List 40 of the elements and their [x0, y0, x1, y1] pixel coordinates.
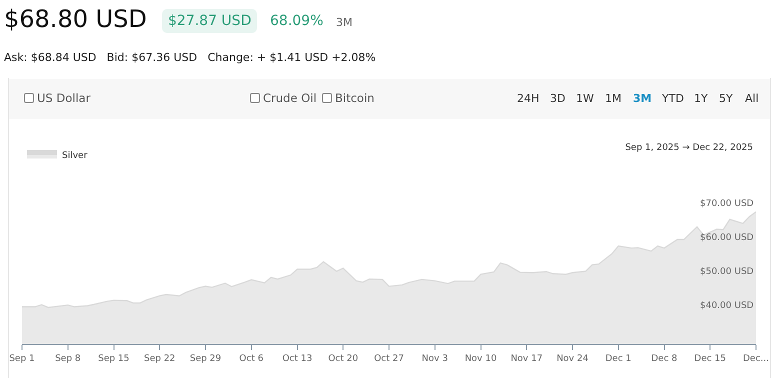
y-tick-label: $60.00 USD — [700, 233, 754, 243]
x-tick-label: Nov 3 — [422, 354, 448, 364]
text: 1W — [576, 92, 594, 105]
x-tick-label: Nov 24 — [556, 354, 589, 364]
text: 24H — [517, 92, 540, 105]
x-tick-label: Sep 8 — [55, 354, 81, 364]
x-tick-label: Dec 15 — [694, 354, 726, 364]
y-tick-label: $50.00 USD — [700, 267, 754, 277]
text: 5Y — [719, 92, 733, 105]
text: 3M — [336, 16, 352, 29]
legend-label: Silver — [62, 151, 88, 162]
x-tick-label: Dec 1 — [605, 354, 632, 364]
text: 1Y — [694, 92, 708, 105]
text: 68.09% — [270, 13, 324, 29]
text: Bitcoin — [335, 91, 374, 105]
x-tick-label: Sep 15 — [98, 354, 130, 364]
y-tick-label: $40.00 USD — [700, 301, 754, 311]
x-tick-label: Dec... — [743, 354, 769, 364]
x-tick-label: Dec 8 — [651, 354, 678, 364]
text: 1M — [605, 92, 622, 105]
y-tick-label: $70.00 USD — [700, 199, 754, 209]
x-tick-label: Nov 17 — [510, 354, 543, 364]
text: $27.87 USD — [162, 9, 258, 33]
chart-subtitle: Ask: $68.84 USD Bid: $67.36 USD Change: + $1.41 USD +2.08% — [4, 51, 376, 64]
text: YTD — [662, 92, 684, 105]
chart-title: $68.80 USD — [4, 5, 147, 33]
x-tick-label: Sep 29 — [190, 354, 222, 364]
x-tick-label: Oct 13 — [282, 354, 312, 364]
text: US Dollar — [37, 91, 90, 105]
text: Sep 1, 2025 → Dec 22, 2025 — [625, 143, 753, 153]
x-tick-label: Nov 10 — [464, 354, 497, 364]
x-tick-label: Sep 1 — [9, 354, 35, 364]
x-tick-label: Sep 22 — [144, 354, 176, 364]
text: Crude Oil — [263, 91, 317, 105]
text: 3D — [550, 92, 566, 105]
x-tick-label: Oct 27 — [374, 354, 404, 364]
text: 3M — [633, 92, 652, 105]
x-tick-label: Oct 20 — [328, 354, 358, 364]
x-tick-label: Oct 6 — [239, 354, 264, 364]
text: All — [745, 92, 759, 105]
